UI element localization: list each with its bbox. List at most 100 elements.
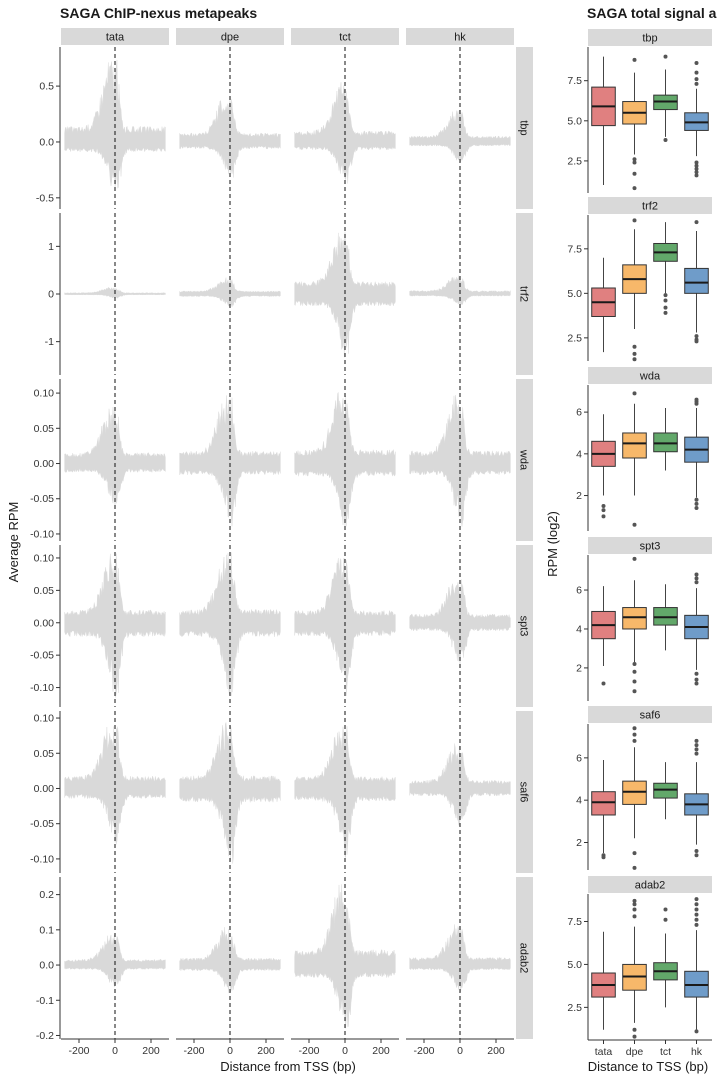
box-y-tick-label-spt3: 4 <box>576 623 582 635</box>
box-outlier <box>632 171 637 176</box>
box-tbp-dpe <box>622 57 647 191</box>
box-outlier <box>694 738 699 743</box>
y-tick-label-saf6: 0.05 <box>34 748 55 760</box>
box-outlier <box>663 138 668 143</box>
metapeak-panel-trf2-dpe <box>179 213 281 375</box>
box-body <box>653 432 678 453</box>
box-x-tick-label-hk: hk <box>691 1046 703 1058</box>
metapeak-panel-wda-hk <box>409 379 511 541</box>
metapeaks-ylabel: Average RPM <box>6 502 21 583</box>
box-outlier <box>694 334 699 339</box>
box-adab2-tct <box>653 907 678 1008</box>
box-outlier <box>694 501 699 506</box>
box-outlier <box>694 677 699 682</box>
metapeaks-xlabel: Distance from TSS (bp) <box>220 1059 356 1074</box>
box-outlier <box>694 572 699 577</box>
box-outlier <box>632 391 637 396</box>
column-strip-label-tct: tct <box>339 32 351 44</box>
y-tick-label-wda: 0.05 <box>34 423 55 435</box>
box-outlier <box>694 917 699 922</box>
box-outlier <box>694 160 699 165</box>
box-strip-label-trf2: trf2 <box>642 201 658 213</box>
metapeak-panel-saf6-tata <box>64 711 166 873</box>
box-x-tick-label-tct: tct <box>660 1046 671 1058</box>
boxplot-ylabel: RPM (log2) <box>545 511 560 577</box>
box-strip-label-wda: wda <box>639 371 661 383</box>
metapeak-area-tbp-hk <box>409 110 511 162</box>
box-y-tick-label-wda: 4 <box>576 448 582 460</box>
box-body <box>622 780 647 805</box>
box-outlier <box>694 681 699 686</box>
box-outlier <box>694 77 699 82</box>
box-outlier <box>694 922 699 927</box>
box-outlier <box>694 853 699 858</box>
box-outlier <box>632 522 637 527</box>
metapeak-panel-saf6-tct <box>294 711 396 873</box>
box-outlier <box>632 57 637 62</box>
box-y-tick-label-tbp: 2.5 <box>567 155 582 167</box>
box-outlier <box>632 157 637 162</box>
box-outlier <box>694 848 699 853</box>
box-saf6-tct <box>653 762 678 820</box>
box-outlier <box>663 305 668 310</box>
metapeak-panel-trf2-tata <box>64 213 166 375</box>
box-outlier <box>694 506 699 511</box>
y-tick-label-trf2: 1 <box>48 241 54 253</box>
box-body <box>684 267 709 294</box>
box-y-tick-label-saf6: 4 <box>576 795 582 807</box>
box-outlier <box>663 310 668 315</box>
row-strip-saf6 <box>516 711 533 873</box>
box-outlier <box>694 401 699 406</box>
metapeak-area-spt3-tct <box>294 557 396 696</box>
row-strip-label-adab2: adab2 <box>518 943 530 974</box>
boxplot-xlabel: Distance to TSS (bp) <box>588 1059 708 1074</box>
box-outlier <box>632 738 637 743</box>
x-tick-label-tct: 200 <box>372 1045 390 1057</box>
y-tick-label-wda: -0.10 <box>30 528 54 540</box>
column-strip-tct <box>291 28 399 45</box>
y-tick-label-adab2: 0.1 <box>39 924 54 936</box>
x-tick-label-dpe: -200 <box>183 1045 204 1057</box>
box-adab2-tata <box>591 931 616 1030</box>
box-strip-spt3 <box>588 537 712 554</box>
box-trf2-dpe <box>622 218 647 362</box>
box-outlier <box>632 732 637 737</box>
box-outlier <box>694 166 699 171</box>
box-outlier <box>694 897 699 902</box>
y-tick-label-adab2: -0.2 <box>36 1030 54 1042</box>
x-tick-label-tata: 200 <box>142 1045 160 1057</box>
y-tick-label-wda: 0.00 <box>34 458 55 470</box>
box-outlier <box>694 339 699 344</box>
metapeak-panel-adab2-tata <box>64 877 166 1039</box>
box-outlier <box>632 851 637 856</box>
box-body <box>591 791 616 816</box>
boxplot-grid: tbp 7.5 5.0 2.5 trf2 7.5 5.0 2.5 wda 6 4 2 spt3 6 4 2 sa… <box>567 29 712 1058</box>
box-y-tick-label-saf6: 2 <box>576 837 582 849</box>
box-outlier <box>632 669 637 674</box>
x-tick-label-tata: -200 <box>68 1045 89 1057</box>
box-saf6-dpe <box>622 726 647 870</box>
box-trf2-tata <box>591 257 616 353</box>
box-outlier <box>632 662 637 667</box>
metapeak-panel-trf2-hk <box>409 213 511 375</box>
box-outlier <box>694 902 699 907</box>
metapeak-panel-wda-dpe <box>179 379 281 541</box>
box-strip-tbp <box>588 29 712 46</box>
box-outlier <box>632 907 637 912</box>
metapeak-panel-tbp-hk <box>409 47 511 209</box>
box-tbp-tct <box>653 54 678 143</box>
x-tick-label-hk: -200 <box>413 1045 434 1057</box>
metapeak-panel-spt3-tct <box>294 545 396 707</box>
box-outlier <box>601 514 606 519</box>
box-y-tick-label-adab2: 2.5 <box>567 1002 582 1014</box>
column-strip-label-hk: hk <box>454 32 466 44</box>
box-outlier <box>601 681 606 686</box>
box-outlier <box>632 689 637 694</box>
box-y-tick-label-spt3: 6 <box>576 585 582 597</box>
box-outlier <box>632 1034 637 1039</box>
y-tick-label-spt3: -0.10 <box>30 682 54 694</box>
y-tick-label-spt3: 0.00 <box>34 617 55 629</box>
y-tick-label-tbp: 0.0 <box>39 136 54 148</box>
box-outlier <box>694 61 699 66</box>
